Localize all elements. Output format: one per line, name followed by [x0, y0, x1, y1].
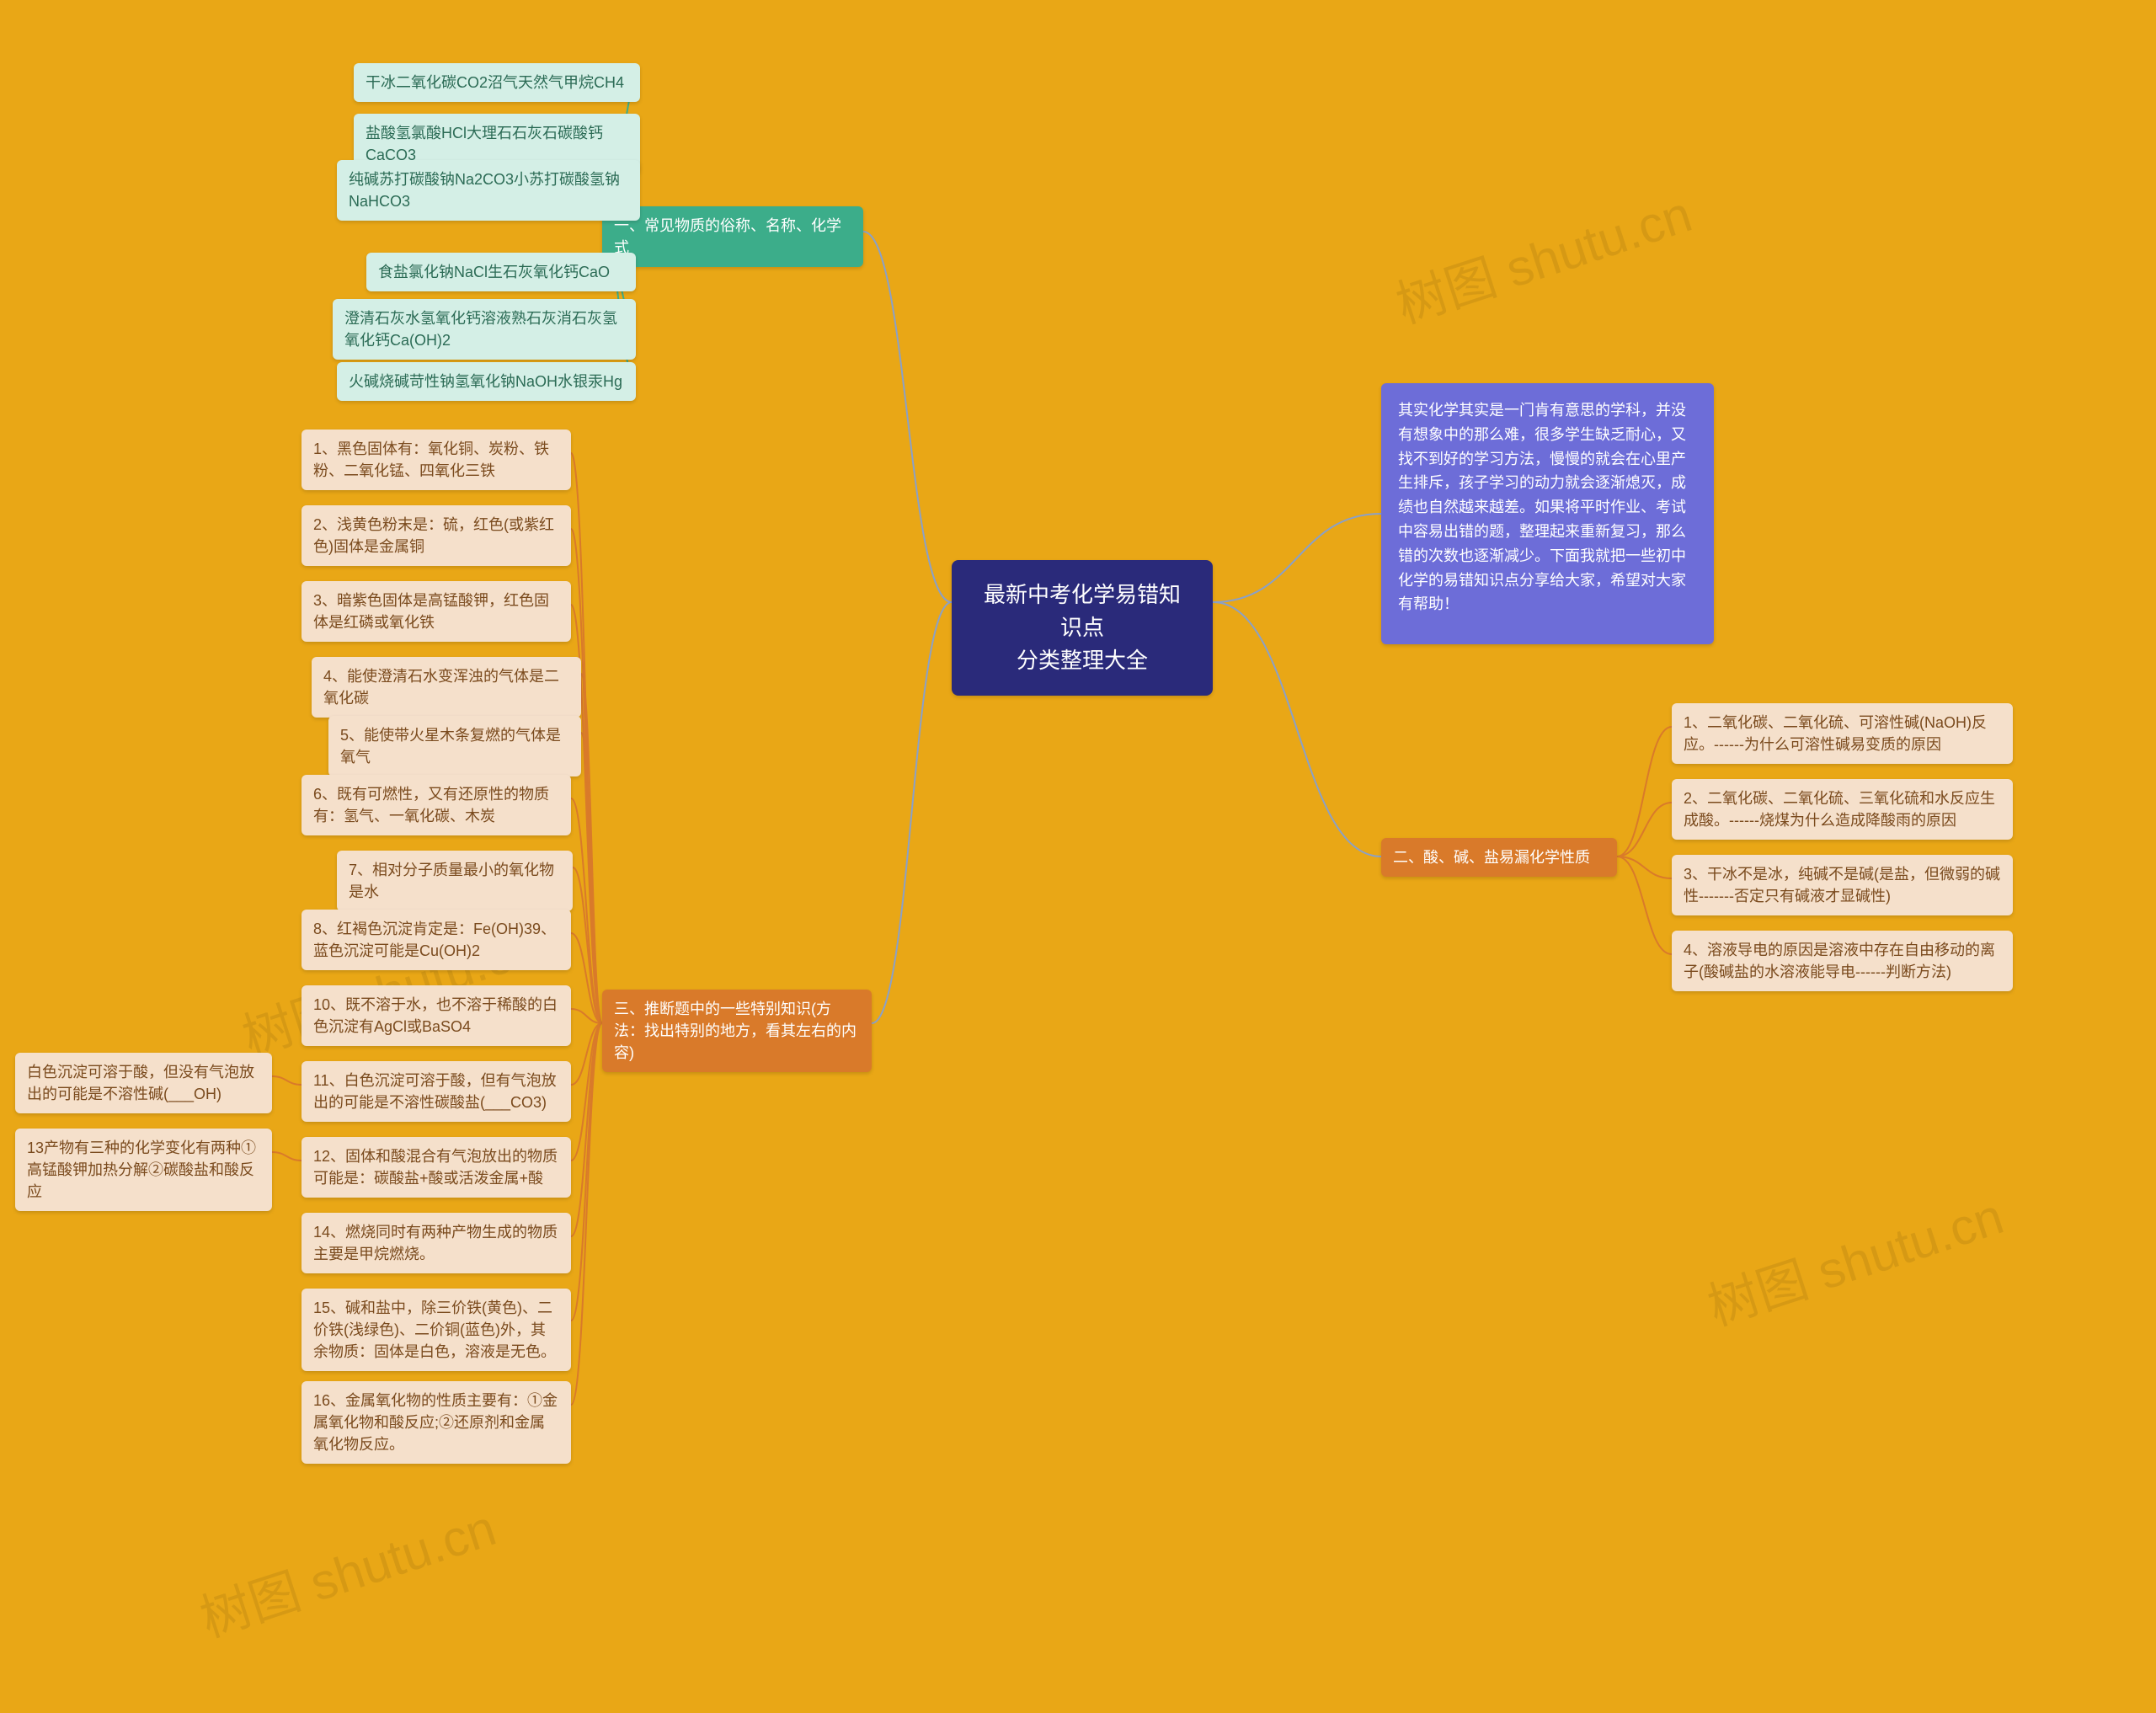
leaf-b3-2[interactable]: 3、暗紫色固体是高锰酸钾，红色固体是红磷或氧化铁	[302, 581, 571, 642]
leaf-b2-3[interactable]: 4、溶液导电的原因是溶液中存在自由移动的离子(酸碱盐的水溶液能导电------判…	[1672, 931, 2013, 991]
leaf-b3-4[interactable]: 5、能使带火星木条复燃的气体是氧气	[328, 716, 581, 776]
leaf-b2-1[interactable]: 2、二氧化碳、二氧化硫、三氧化硫和水反应生成酸。------烧煤为什么造成降酸雨…	[1672, 779, 2013, 840]
mindmap-canvas: 树图 shutu.cn树图 shutu.cn树图 shutu.cn树图 shut…	[0, 0, 2156, 1713]
watermark: 树图 shutu.cn	[1697, 1176, 2011, 1340]
description-node[interactable]: 其实化学其实是一门肯有意思的学科，并没有想象中的那么难，很多学生缺乏耐心，又找不…	[1381, 383, 1714, 644]
leaf-b2-0[interactable]: 1、二氧化碳、二氧化硫、可溶性碱(NaOH)反应。------为什么可溶性碱易变…	[1672, 703, 2013, 764]
root-node[interactable]: 最新中考化学易错知识点分类整理大全	[952, 560, 1213, 696]
leaf-b3-13[interactable]: 16、金属氧化物的性质主要有：①金属氧化物和酸反应;②还原剂和金属氧化物反应。	[302, 1381, 571, 1464]
leaf-b3-9[interactable]: 11、白色沉淀可溶于酸，但有气泡放出的可能是不溶性碳酸盐(___CO3)	[302, 1061, 571, 1122]
subleaf-b3-10[interactable]: 13产物有三种的化学变化有两种①高锰酸钾加热分解②碳酸盐和酸反应	[15, 1129, 272, 1211]
leaf-b3-11[interactable]: 14、燃烧同时有两种产物生成的物质主要是甲烷燃烧。	[302, 1213, 571, 1273]
leaf-b1-5[interactable]: 火碱烧碱苛性钠氢氧化钠NaOH水银汞Hg	[337, 362, 636, 401]
branch-b1[interactable]: 一、常见物质的俗称、名称、化学式	[602, 206, 863, 267]
leaf-b3-12[interactable]: 15、碱和盐中，除三价铁(黄色)、二价铁(浅绿色)、二价铜(蓝色)外，其余物质：…	[302, 1289, 571, 1371]
branch-b2[interactable]: 二、酸、碱、盐易漏化学性质	[1381, 838, 1617, 877]
leaf-b1-2[interactable]: 纯碱苏打碳酸钠Na2CO3小苏打碳酸氢钠NaHCO3	[337, 160, 640, 221]
leaf-b3-8[interactable]: 10、既不溶于水，也不溶于稀酸的白色沉淀有AgCl或BaSO4	[302, 985, 571, 1046]
leaf-b3-7[interactable]: 8、红褐色沉淀肯定是：Fe(OH)39、蓝色沉淀可能是Cu(OH)2	[302, 910, 571, 970]
leaf-b1-4[interactable]: 澄清石灰水氢氧化钙溶液熟石灰消石灰氢氧化钙Ca(OH)2	[333, 299, 636, 360]
watermark: 树图 shutu.cn	[189, 1487, 504, 1652]
leaf-b3-5[interactable]: 6、既有可燃性，又有还原性的物质有：氢气、一氧化碳、木炭	[302, 775, 571, 835]
leaf-b3-0[interactable]: 1、黑色固体有：氧化铜、炭粉、铁粉、二氧化锰、四氧化三铁	[302, 430, 571, 490]
leaf-b1-0[interactable]: 干冰二氧化碳CO2沼气天然气甲烷CH4	[354, 63, 640, 102]
leaf-b3-6[interactable]: 7、相对分子质量最小的氧化物是水	[337, 851, 573, 911]
leaf-b3-3[interactable]: 4、能使澄清石水变浑浊的气体是二氧化碳	[312, 657, 581, 718]
branch-b3[interactable]: 三、推断题中的一些特别知识(方法：找出特别的地方，看其左右的内容)	[602, 990, 872, 1072]
subleaf-b3-9[interactable]: 白色沉淀可溶于酸，但没有气泡放出的可能是不溶性碱(___OH)	[15, 1053, 272, 1113]
leaf-b3-1[interactable]: 2、浅黄色粉末是：硫，红色(或紫红色)固体是金属铜	[302, 505, 571, 566]
leaf-b3-10[interactable]: 12、固体和酸混合有气泡放出的物质可能是：碳酸盐+酸或活泼金属+酸	[302, 1137, 571, 1198]
leaf-b1-3[interactable]: 食盐氯化钠NaCl生石灰氧化钙CaO	[366, 253, 636, 291]
leaf-b2-2[interactable]: 3、干冰不是冰，纯碱不是碱(是盐，但微弱的碱性-------否定只有碱液才显碱性…	[1672, 855, 2013, 915]
watermark: 树图 shutu.cn	[1385, 173, 1700, 338]
